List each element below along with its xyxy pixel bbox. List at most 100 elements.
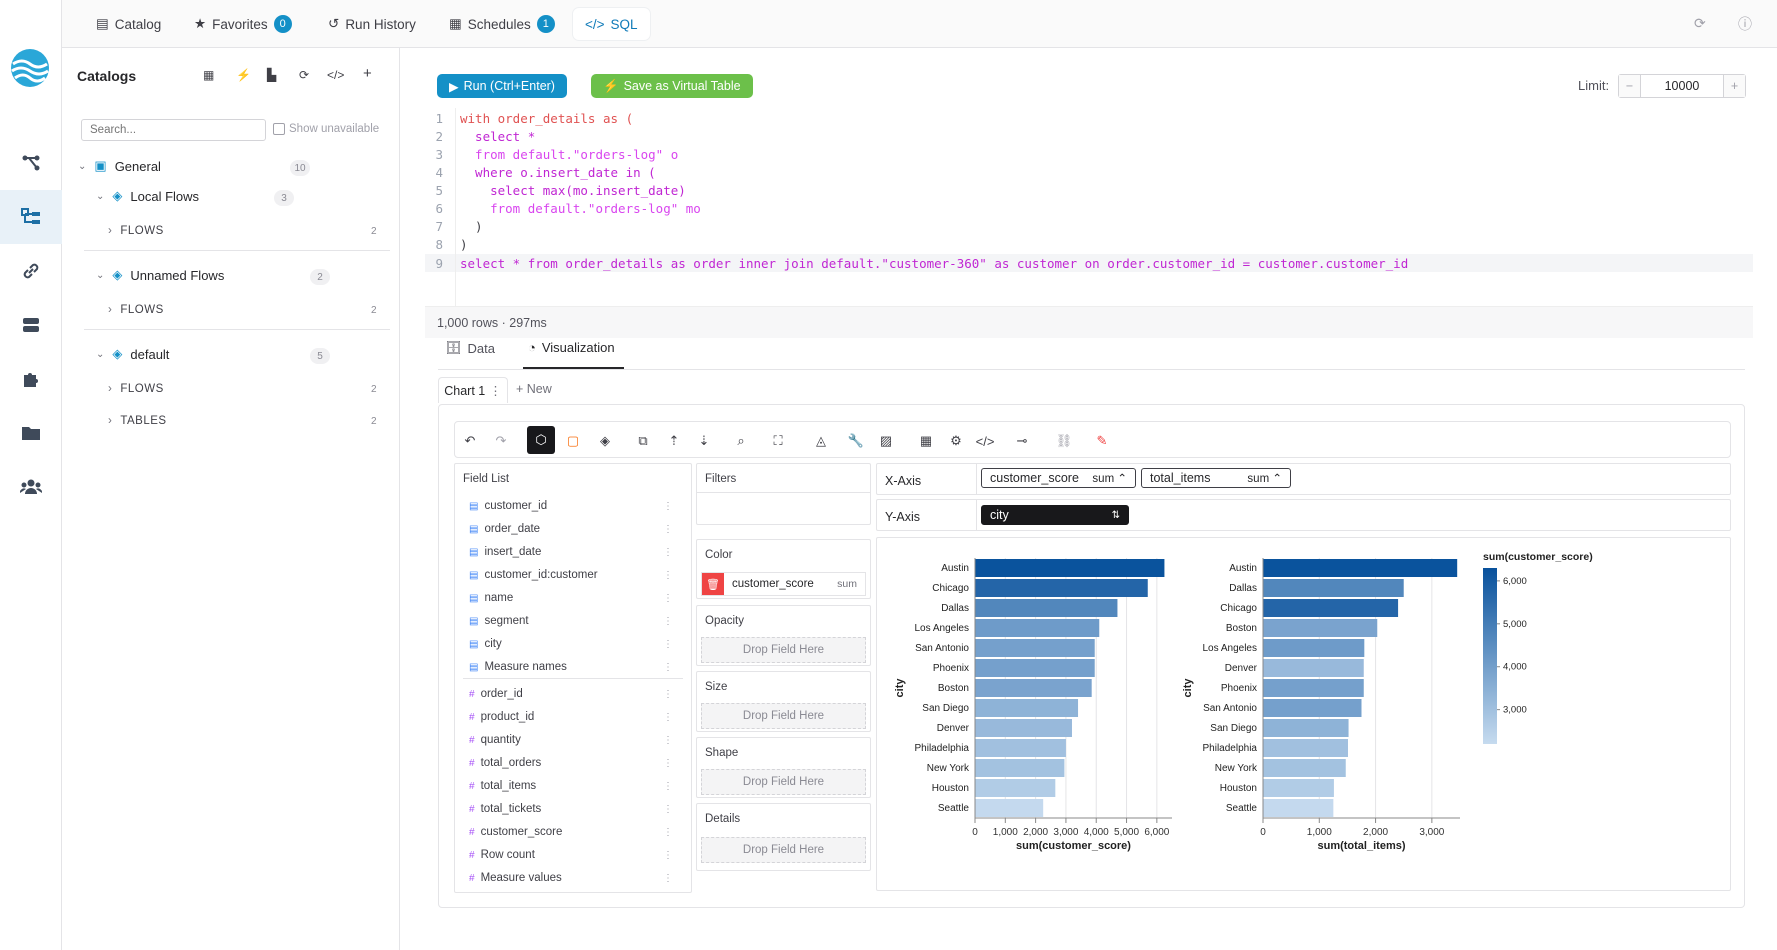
tab-schedules[interactable]: ▦ Schedules 1 <box>437 8 567 40</box>
tree-item-flows[interactable]: › FLOWS <box>108 225 164 237</box>
field-menu-icon[interactable]: ⋮ <box>663 662 673 673</box>
opacity-drop-zone[interactable]: Drop Field Here <box>701 637 866 663</box>
field-menu-icon[interactable]: ⋮ <box>663 827 673 838</box>
sort-asc-icon[interactable]: ⇡ <box>668 433 680 448</box>
field-menu-icon[interactable]: ⋮ <box>663 547 673 558</box>
trash-icon[interactable]: 🗑 <box>702 573 724 595</box>
field-item[interactable]: ▤ name <box>469 592 513 604</box>
folder-icon[interactable] <box>0 406 62 460</box>
tree-item-flows[interactable]: › FLOWS <box>108 383 164 395</box>
field-item[interactable]: ▤ city <box>469 638 502 650</box>
tab-favorites[interactable]: ★ Favorites 0 <box>182 8 304 40</box>
search-input[interactable] <box>81 119 266 141</box>
color-field-pill[interactable]: 🗑 customer_score sum <box>701 572 866 596</box>
field-item[interactable]: ▤ segment <box>469 615 529 627</box>
limit-stepper[interactable]: − 10000 + <box>1618 74 1746 98</box>
run-button[interactable]: ▶ Run (Ctrl+Enter) <box>437 74 567 98</box>
plugins-icon[interactable] <box>0 352 62 406</box>
field-item[interactable]: # total_items <box>469 780 536 792</box>
commit-icon[interactable]: ⊸ <box>1016 433 1028 448</box>
wrench-icon[interactable]: 🔧 <box>847 433 865 448</box>
table-icon[interactable]: ▦ <box>203 68 215 82</box>
field-menu-icon[interactable]: ⋮ <box>663 524 673 535</box>
menu-icon[interactable]: ⋮ <box>489 384 502 398</box>
redo-icon[interactable]: ↷ <box>495 433 507 448</box>
sort-desc-icon[interactable]: ⇣ <box>698 433 710 448</box>
users-icon[interactable] <box>0 460 62 514</box>
field-item[interactable]: # product_id <box>469 711 534 723</box>
code-icon[interactable]: </> <box>327 68 345 82</box>
decrement-icon[interactable]: − <box>1619 75 1641 97</box>
tab-catalog[interactable]: ▤ Catalog <box>84 8 173 40</box>
field-menu-icon[interactable]: ⋮ <box>663 804 673 815</box>
refresh-icon[interactable]: ⟳ <box>299 68 310 82</box>
pill-agg[interactable]: sum ⌃ <box>1247 473 1282 485</box>
field-item[interactable]: # quantity <box>469 734 521 746</box>
field-item[interactable]: ▤ customer_id <box>469 500 547 512</box>
limit-value[interactable]: 10000 <box>1664 79 1700 93</box>
add-icon[interactable]: + <box>363 65 372 82</box>
code-icon[interactable]: </> <box>975 433 995 449</box>
gear-icon[interactable]: ⚙ <box>950 433 962 448</box>
refresh-icon[interactable]: ⟳ <box>1694 15 1706 31</box>
save-virtual-table-button[interactable]: ⚡ Save as Virtual Table <box>591 74 753 98</box>
field-item[interactable]: ▤ order_date <box>469 523 540 535</box>
field-menu-icon[interactable]: ⋮ <box>663 781 673 792</box>
field-item[interactable]: ▤ Measure names <box>469 661 567 673</box>
tab-chart-1[interactable]: Chart 1 ⋮ <box>438 377 508 403</box>
info-icon[interactable]: ⓘ <box>1738 16 1752 32</box>
field-item[interactable]: # total_tickets <box>469 803 541 815</box>
tree-group-local-flows[interactable]: ⌄ ◈ Local Flows <box>96 188 199 204</box>
copy-icon[interactable]: ⧉ <box>638 433 648 448</box>
field-menu-icon[interactable]: ⋮ <box>663 735 673 746</box>
sort-icon[interactable]: ⇅ <box>1111 509 1120 521</box>
tab-sql[interactable]: </> SQL <box>573 8 650 40</box>
cube-icon[interactable]: ⬡ <box>527 426 555 454</box>
tree-root-general[interactable]: ⌄ ▣ General <box>78 158 161 174</box>
size-drop-zone[interactable]: Drop Field Here <box>701 703 866 729</box>
field-menu-icon[interactable]: ⋮ <box>663 873 673 884</box>
field-item[interactable]: ▤ insert_date <box>469 546 541 558</box>
field-item[interactable]: # customer_score <box>469 826 562 838</box>
mark-icon[interactable]: ▢ <box>566 433 580 448</box>
field-menu-icon[interactable]: ⋮ <box>663 639 673 650</box>
details-drop-zone[interactable]: Drop Field Here <box>701 837 866 863</box>
zoom-icon[interactable]: ⌕ <box>737 433 745 448</box>
increment-icon[interactable]: + <box>1723 75 1745 97</box>
field-menu-icon[interactable]: ⋮ <box>663 570 673 581</box>
axis-icon[interactable]: ◬ <box>816 433 826 448</box>
sql-editor[interactable]: 1 2 3 4 5 6 7 8 9 with order_details as … <box>425 108 1753 306</box>
undo-icon[interactable]: ↶ <box>464 433 476 448</box>
tree-group-unnamed-flows[interactable]: ⌄ ◈ Unnamed Flows <box>96 267 224 283</box>
color-agg[interactable]: sum <box>837 578 857 590</box>
table-icon[interactable]: ▦ <box>919 433 933 448</box>
field-item[interactable]: # Row count <box>469 849 535 861</box>
field-menu-icon[interactable]: ⋮ <box>663 712 673 723</box>
field-item[interactable]: # order_id <box>469 688 523 700</box>
storage-icon[interactable] <box>0 298 62 352</box>
tree-item-tables[interactable]: › TABLES <box>108 415 167 427</box>
tab-run-history[interactable]: ↺ Run History <box>316 8 428 40</box>
tab-data[interactable]: 🗄 Data <box>445 340 495 356</box>
field-menu-icon[interactable]: ⋮ <box>663 616 673 627</box>
bolt-icon[interactable]: ⚡ <box>236 68 251 82</box>
tree-item-flows[interactable]: › FLOWS <box>108 304 164 316</box>
tab-visualization[interactable]: ◔ Visualization <box>528 340 615 355</box>
resize-icon[interactable]: ⛶ <box>773 433 783 448</box>
pill-agg[interactable]: sum ⌃ <box>1092 473 1127 485</box>
flows-icon[interactable] <box>0 136 62 190</box>
field-menu-icon[interactable]: ⋮ <box>663 593 673 604</box>
field-menu-icon[interactable]: ⋮ <box>663 758 673 769</box>
shape-drop-zone[interactable]: Drop Field Here <box>701 769 866 795</box>
field-item[interactable]: # total_orders <box>469 757 541 769</box>
catalog-tree-icon[interactable] <box>0 190 62 244</box>
new-chart-button[interactable]: + New <box>516 382 552 396</box>
field-item[interactable]: # Measure values <box>469 872 562 884</box>
connections-icon[interactable] <box>0 244 62 298</box>
field-menu-icon[interactable]: ⋮ <box>663 689 673 700</box>
tree-group-default[interactable]: ⌄ ◈ default <box>96 346 169 362</box>
field-item[interactable]: ▤ customer_id:customer <box>469 569 598 581</box>
file-icon[interactable]: ▙ <box>267 68 277 82</box>
show-unavailable-checkbox[interactable]: Show unavailable <box>273 123 379 135</box>
brush-icon[interactable]: ✎ <box>1096 433 1108 448</box>
